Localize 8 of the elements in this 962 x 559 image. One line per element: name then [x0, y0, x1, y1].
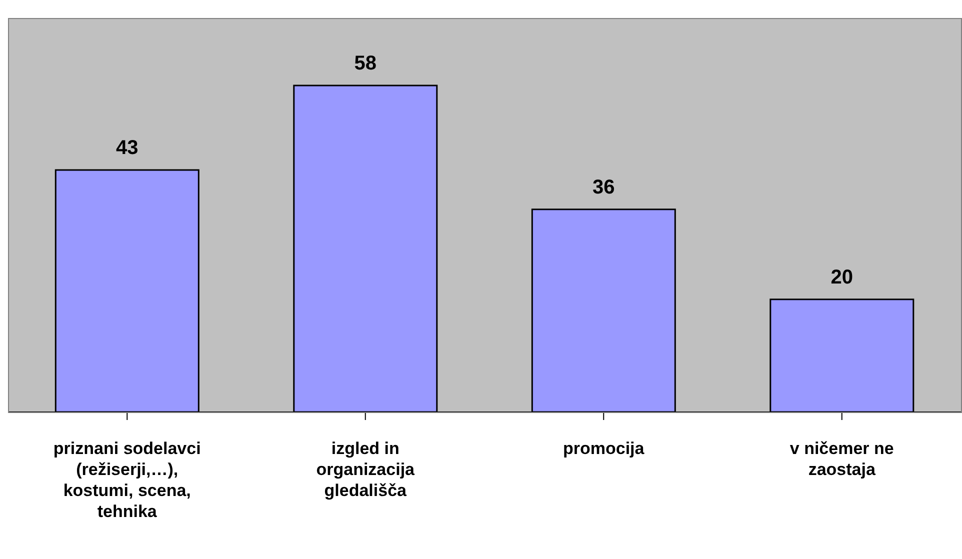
- data-label: 58: [354, 52, 377, 75]
- data-label: 20: [830, 266, 854, 288]
- data-label: 43: [116, 136, 138, 159]
- x-tick-label: priznani sodelavci (režiserji,…), kostumi, scena, tehnika: [53, 439, 201, 521]
- x-tick-label: promocija: [563, 439, 645, 458]
- x-tick-label: izgled in organizacija gledališča: [316, 439, 416, 500]
- data-label: 36: [592, 176, 615, 198]
- x-tick-label: v ničemer ne zaostaja: [790, 439, 894, 479]
